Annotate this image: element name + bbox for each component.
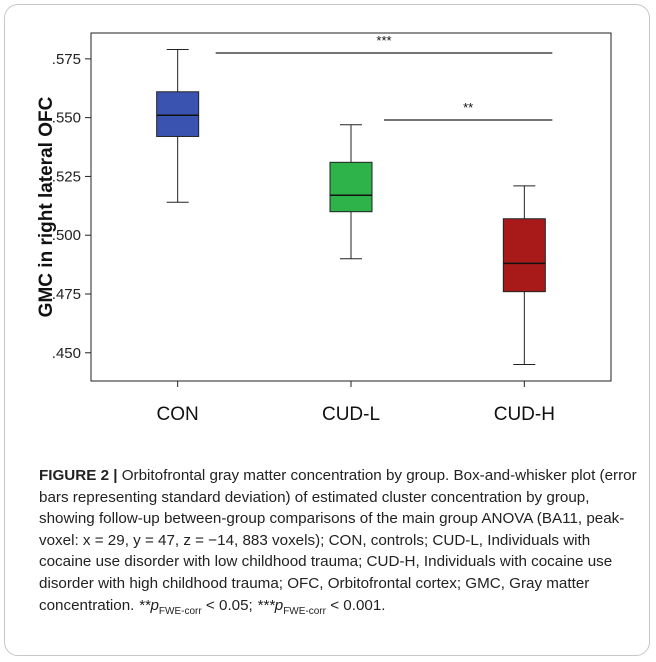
significance-label: ***: [376, 33, 391, 48]
significance-cud-l-cud-h: **: [384, 100, 553, 121]
caption-body: Box-and-whisker plot (error bars represe…: [39, 467, 637, 614]
box-iqr: [156, 91, 200, 137]
significance-label: **: [463, 100, 473, 115]
y-axis-label: GMC in right lateral OFC: [36, 96, 57, 317]
box-iqr: [329, 161, 373, 213]
caption-title: Orbitofrontal gray matter concentration …: [117, 467, 450, 484]
box-cud-l: [329, 124, 373, 260]
figure-label: FIGURE 2 |: [39, 467, 118, 484]
box-plot-chart: .450 .475 .500 .525 .550 .575 CON CUD-L CUD-H *…: [36, 32, 612, 425]
y-tick-label: .475: [52, 286, 81, 303]
y-tick-label: .550: [52, 110, 81, 127]
x-axis: CON CUD-L CUD-H: [157, 381, 555, 425]
significance-bars: *****: [215, 33, 553, 121]
box-cud-h: [502, 185, 546, 366]
stat-value-0001: < 0.001.: [325, 596, 386, 614]
stat-p-005: **pFWE-corr: [138, 596, 202, 617]
y-tick-label: .575: [52, 51, 81, 68]
figure-panel: .450 .475 .500 .525 .550 .575 CON CUD-L CUD-H *…: [4, 4, 650, 656]
figure-caption: FIGURE 2 | Orbitofrontal gray matter con…: [39, 465, 639, 622]
x-tick-label: CUD-H: [494, 404, 555, 425]
y-axis: .450 .475 .500 .525 .550 .575: [52, 51, 91, 362]
box-con: [156, 48, 200, 203]
stat-p-0001: ***pFWE-corr: [257, 596, 326, 617]
significance-con-cud-h: ***: [215, 33, 553, 54]
box-iqr: [502, 218, 546, 293]
x-tick-label: CON: [157, 404, 199, 425]
y-tick-label: .500: [52, 227, 81, 244]
y-tick-label: .450: [52, 345, 81, 362]
stat-value-005: < 0.05;: [201, 596, 257, 614]
boxes: [156, 48, 546, 366]
y-tick-label: .525: [52, 168, 81, 185]
x-tick-label: CUD-L: [322, 404, 380, 425]
